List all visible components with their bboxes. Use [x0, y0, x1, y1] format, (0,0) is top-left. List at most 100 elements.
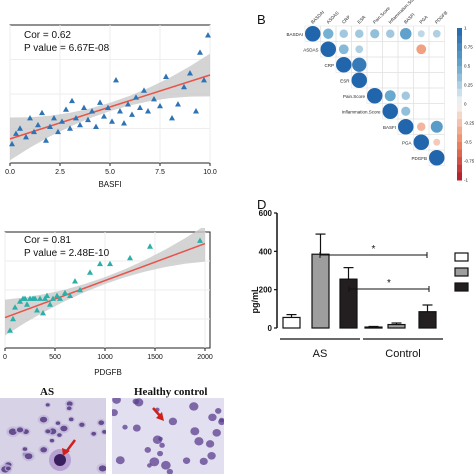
cell-nucleus: [49, 438, 55, 443]
micrograph-as: [0, 398, 106, 474]
cell-nucleus: [66, 401, 73, 407]
data-point: [17, 298, 23, 304]
matrix-cell-border: [428, 87, 445, 104]
data-point: [147, 243, 153, 249]
cell-nucleus: [132, 424, 141, 432]
cell-nucleus: [39, 416, 48, 423]
legend-swatch: [454, 267, 469, 277]
matrix-cell-border: [428, 103, 445, 120]
colorbar-segment: [457, 66, 462, 75]
column-label: ASDAS: [325, 10, 339, 24]
x-tick-label: 0: [3, 354, 7, 361]
row-label: ASDAS: [303, 47, 318, 52]
bar: [311, 253, 330, 329]
significance-star: *: [372, 244, 376, 255]
cell-nucleus: [57, 433, 62, 437]
correlation-circle: [401, 106, 411, 116]
cell-nucleus: [152, 435, 163, 445]
data-point: [37, 295, 43, 301]
arrow-shaft: [65, 439, 76, 453]
x-tick-label: 2.5: [55, 169, 65, 176]
data-point: [87, 269, 93, 275]
row-label: BASDAI: [286, 32, 303, 37]
data-point: [107, 260, 113, 267]
x-tick-label: 5.0: [105, 169, 115, 176]
colorbar-segment: [457, 50, 462, 59]
data-point: [13, 130, 19, 136]
cell-nucleus: [168, 417, 178, 426]
colorbar-tick-label: -1: [464, 178, 468, 183]
data-point: [31, 128, 37, 135]
row-label: CRP: [324, 63, 334, 68]
correlation-circle: [305, 26, 321, 42]
data-point: [7, 327, 13, 333]
data-point: [27, 114, 33, 121]
colorbar-segment: [457, 73, 462, 82]
micrograph-healthy-control: [112, 398, 224, 474]
column-label: PGA: [418, 14, 428, 24]
cell-nucleus: [68, 417, 74, 422]
matrix-cell-border: [366, 72, 383, 89]
data-point: [169, 114, 175, 121]
cell-nucleus: [16, 427, 24, 433]
x-axis-label: BASFI: [98, 180, 121, 189]
x-axis-label: PDGFB: [94, 368, 122, 377]
cell-nucleus: [132, 398, 139, 405]
significance-star: *: [387, 278, 391, 289]
cell-nucleus: [98, 465, 106, 472]
x-tick-label: 0.0: [5, 169, 15, 176]
colorbar-segment: [457, 104, 462, 113]
data-point: [157, 102, 163, 109]
cell-nucleus: [218, 418, 224, 426]
data-point: [197, 49, 203, 55]
data-point: [137, 104, 143, 110]
correlation-circle: [384, 90, 396, 102]
correlation-text: Cor = 0.81: [24, 235, 71, 246]
micrograph-label-healthy-control: Healthy control: [134, 386, 208, 398]
y-axis-label: pg/mL: [250, 286, 260, 313]
correlation-circle: [413, 134, 429, 150]
cell-nucleus: [144, 446, 152, 453]
cell-nucleus: [8, 428, 17, 435]
matrix-cell-border: [428, 56, 445, 73]
x-tick-label: 7.5: [155, 169, 165, 176]
data-point: [121, 120, 127, 126]
cell-nucleus: [205, 440, 215, 448]
matrix-cell-border: [397, 41, 414, 58]
cell-nucleus: [115, 456, 125, 465]
cell-nucleus: [102, 429, 106, 434]
cell-nucleus: [66, 406, 72, 411]
correlation-circle: [400, 28, 412, 40]
correlation-circle: [370, 29, 380, 39]
colorbar-tick-label: -0.25: [464, 121, 474, 126]
matrix-cell-border: [366, 56, 383, 73]
matrix-cell-border: [382, 41, 399, 58]
correlation-circle: [336, 57, 352, 73]
row-label: ESR: [340, 78, 350, 83]
correlation-circle: [323, 28, 334, 39]
data-point: [117, 108, 123, 114]
cell-nucleus: [182, 457, 191, 464]
data-point: [47, 301, 53, 307]
data-point: [62, 289, 68, 296]
data-point: [50, 295, 56, 301]
cell-nucleus: [207, 451, 216, 460]
data-point: [141, 87, 147, 93]
data-point: [101, 113, 107, 119]
colorbar-tick-label: -0.5: [464, 140, 472, 145]
bar: [387, 323, 406, 329]
data-point: [39, 109, 45, 116]
colorbar-segment: [457, 96, 462, 105]
correlation-circle: [416, 44, 427, 55]
matrix-cell-border: [413, 87, 430, 104]
cell-nucleus: [161, 460, 171, 470]
correlation-circle: [417, 30, 425, 38]
data-point: [34, 307, 40, 313]
correlation-circle: [351, 72, 367, 88]
p-value-text: P value = 2.48E-10: [24, 248, 110, 259]
colorbar-tick-label: 0.75: [464, 45, 473, 50]
x-tick-label: 1000: [97, 354, 113, 361]
data-point: [85, 116, 91, 123]
arrow-icon: [62, 448, 70, 456]
panel-letter-d: D: [257, 197, 266, 212]
